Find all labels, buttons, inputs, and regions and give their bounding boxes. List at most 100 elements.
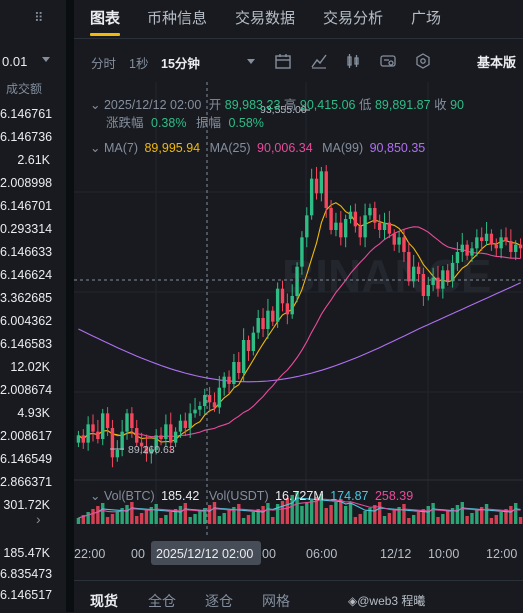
- tab-square[interactable]: 广场: [411, 10, 442, 27]
- volume-bar: [110, 514, 115, 524]
- candle-body: [198, 406, 202, 410]
- ma7-value: 89,995.94: [144, 141, 201, 155]
- volume-bar: [295, 492, 299, 524]
- volume-bar: [363, 511, 367, 524]
- ohlc-readout: ⌄ 2025/12/12 02:00 开 89,983.23 高 90,415.…: [90, 94, 464, 113]
- candle-body: [358, 226, 362, 238]
- trade-amount: 2.008617: [0, 429, 53, 443]
- volume-bar: [105, 517, 110, 524]
- candle-body: [309, 178, 314, 216]
- volume-bar: [329, 505, 333, 524]
- volume-bar: [154, 504, 158, 524]
- candle-body: [105, 413, 110, 428]
- volume-bar: [115, 511, 119, 524]
- crosshair-time-badge: [151, 541, 261, 565]
- trade-amount: 12.02K: [10, 360, 50, 374]
- candle-body: [227, 376, 231, 384]
- timeframe-15m[interactable]: 15分钟: [161, 57, 200, 71]
- candle-body: [115, 450, 119, 458]
- volume-bar: [445, 511, 450, 524]
- low-label: 低: [358, 98, 372, 112]
- indicator-icon[interactable]: [310, 52, 328, 70]
- candle-body: [314, 178, 319, 194]
- tab-isolated-margin[interactable]: 逐仓: [205, 593, 233, 609]
- volume-bar: [436, 517, 440, 524]
- volume-bar: [120, 508, 124, 524]
- time-tick-label: 06:00: [306, 547, 337, 561]
- calendar-icon[interactable]: [274, 52, 292, 70]
- candle-body: [431, 277, 435, 285]
- volume-bar: [470, 513, 474, 524]
- settings-icon[interactable]: ⠿: [34, 10, 44, 25]
- timeframe-line[interactable]: 分时: [91, 57, 117, 71]
- tab-chart[interactable]: 图表: [90, 10, 121, 27]
- candle-body: [407, 252, 411, 282]
- precision-selector[interactable]: 0.01: [2, 54, 28, 69]
- candlestick-chart[interactable]: BINANCE 93,555.00 89,260.63 22:00 06:00 12/…: [74, 82, 523, 580]
- chart-area[interactable]: BINANCE 93,555.00 89,260.63 22:00 06:00 12/…: [74, 82, 523, 612]
- binance-watermark: BINANCE: [282, 250, 492, 302]
- chevron-down-icon[interactable]: [42, 57, 50, 62]
- tab-trade-analysis[interactable]: 交易分析: [323, 10, 384, 27]
- chevron-down-icon: ⌄: [90, 489, 101, 503]
- candle-body: [402, 237, 406, 252]
- volume-bar: [382, 516, 387, 524]
- candle-body: [387, 222, 392, 234]
- volume-bar: [149, 507, 154, 524]
- tab-cross-margin[interactable]: 全仓: [148, 593, 176, 609]
- time-axis: 22:00 06:00 12/12 10:00 12:00 00 00 2025/12/12 …: [74, 541, 517, 565]
- candle-body: [290, 296, 294, 315]
- candle-body: [348, 211, 353, 219]
- ma25-series: [78, 226, 521, 440]
- candle-body: [509, 241, 513, 252]
- candle-body: [164, 424, 168, 439]
- amplitude-label: 振幅: [195, 116, 221, 130]
- volume-bar: [241, 518, 246, 524]
- author-watermark: ◈@web3 程曦: [348, 594, 426, 608]
- gear-icon[interactable]: [414, 52, 432, 70]
- volume-bar: [207, 505, 212, 524]
- basic-mode-toggle[interactable]: 基本版: [477, 55, 517, 70]
- candle-body: [285, 303, 290, 315]
- tab-coin-info[interactable]: 币种信息: [147, 10, 208, 27]
- volume-bar: [305, 503, 309, 524]
- volume-bar: [450, 508, 455, 524]
- candle-body: [363, 215, 367, 238]
- tab-spot[interactable]: 现货: [90, 593, 118, 609]
- tab-grid[interactable]: 网格: [262, 593, 290, 609]
- volume-bar: [455, 505, 460, 524]
- volume-bar: [407, 518, 411, 524]
- candles: [76, 165, 523, 468]
- chevron-down-icon[interactable]: [247, 59, 255, 64]
- candle-body: [130, 413, 134, 428]
- chart-settings-icon[interactable]: [379, 52, 397, 70]
- volume-bar: [484, 504, 489, 524]
- ma7-series: [78, 202, 521, 443]
- candle-body: [271, 310, 275, 322]
- trade-amount: 6.004362: [0, 314, 53, 328]
- candle-type-icon[interactable]: [344, 52, 362, 70]
- candle-body: [193, 409, 197, 414]
- trade-mode-tabs: 现货 全仓 逐仓 网格: [74, 580, 523, 613]
- volume-ma-lines: [78, 497, 521, 519]
- candle-body: [188, 413, 192, 428]
- timeframe-1s[interactable]: 1秒: [129, 57, 149, 71]
- candle-body: [246, 340, 251, 351]
- candle-body: [261, 318, 265, 329]
- tab-trade-data[interactable]: 交易数据: [235, 10, 296, 27]
- candle-body: [212, 402, 217, 408]
- trade-amount: 2.866371: [0, 475, 53, 489]
- volume-bar: [266, 503, 270, 524]
- volume-bar: [441, 514, 445, 524]
- low-marker-label: 89,260.63: [128, 444, 175, 456]
- candle-body: [91, 424, 95, 432]
- trade-amount: 6.146736: [0, 130, 53, 144]
- chevron-right-icon[interactable]: ›: [36, 511, 41, 527]
- candle-body: [173, 431, 178, 443]
- vol-ma2-value: 258.39: [374, 489, 414, 503]
- candle-body: [217, 387, 222, 408]
- volume-bar: [91, 509, 95, 524]
- volume-bar: [275, 504, 280, 524]
- volume-bar: [198, 511, 202, 524]
- volume-bar: [421, 509, 426, 524]
